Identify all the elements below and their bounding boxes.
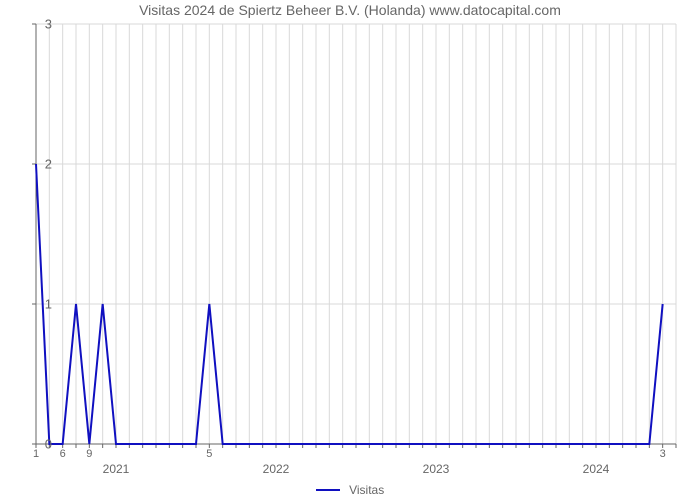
x-tick-label-year: 2024 xyxy=(583,462,610,476)
x-tick-label-minor: 9 xyxy=(86,448,92,460)
x-tick-label-year: 2022 xyxy=(263,462,290,476)
chart-title: Visitas 2024 de Spiertz Beheer B.V. (Hol… xyxy=(0,2,700,18)
legend-label: Visitas xyxy=(349,483,384,497)
x-tick-label-minor: 5 xyxy=(206,448,212,460)
x-tick-label-minor: 1 xyxy=(33,448,39,460)
legend: Visitas xyxy=(0,482,700,497)
y-tick-label: 1 xyxy=(32,297,52,312)
line-chart xyxy=(36,24,676,444)
chart-container: Visitas 2024 de Spiertz Beheer B.V. (Hol… xyxy=(0,0,700,500)
x-tick-label-minor: 3 xyxy=(660,448,666,460)
x-tick-label-minor: 6 xyxy=(60,448,66,460)
x-tick-label-year: 2021 xyxy=(103,462,130,476)
y-tick-label: 2 xyxy=(32,157,52,172)
x-tick-label-year: 2023 xyxy=(423,462,450,476)
y-tick-label: 3 xyxy=(32,17,52,32)
legend-swatch xyxy=(316,489,340,491)
